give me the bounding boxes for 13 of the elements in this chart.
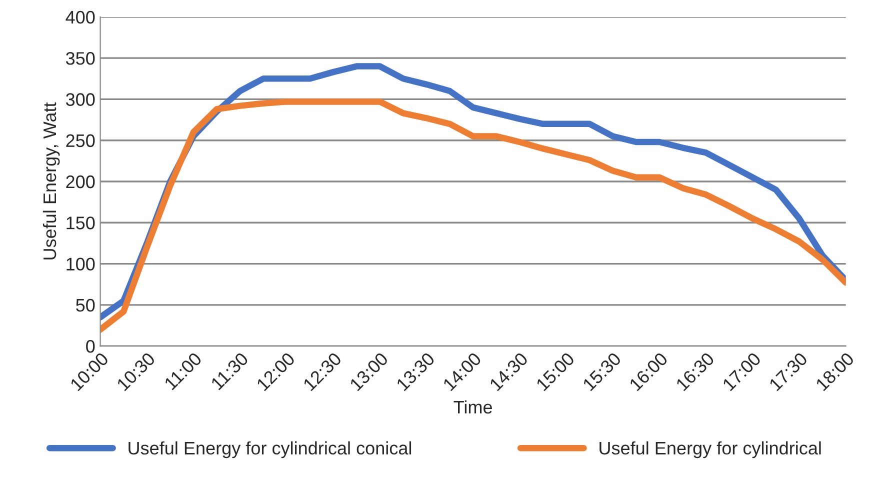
y-tick-label: 100	[66, 258, 95, 270]
y-tick-label: 50	[76, 298, 95, 312]
y-tick-label: 350	[66, 52, 95, 65]
y-tick-label: 250	[66, 134, 95, 148]
y-tick-label: 200	[66, 175, 95, 188]
y-tick-label: 400	[66, 10, 95, 24]
x-axis-title: Time	[454, 400, 492, 414]
y-tick-label: 0	[86, 340, 95, 353]
legend-label: Useful Energy for cylindrical	[600, 441, 821, 458]
y-tick-label: 300	[66, 93, 95, 106]
y-axis-title: Useful Energy, Watt	[42, 102, 60, 260]
legend-label: Useful Energy for cylindrical conical	[128, 441, 412, 458]
y-tick-label: 150	[66, 216, 95, 230]
